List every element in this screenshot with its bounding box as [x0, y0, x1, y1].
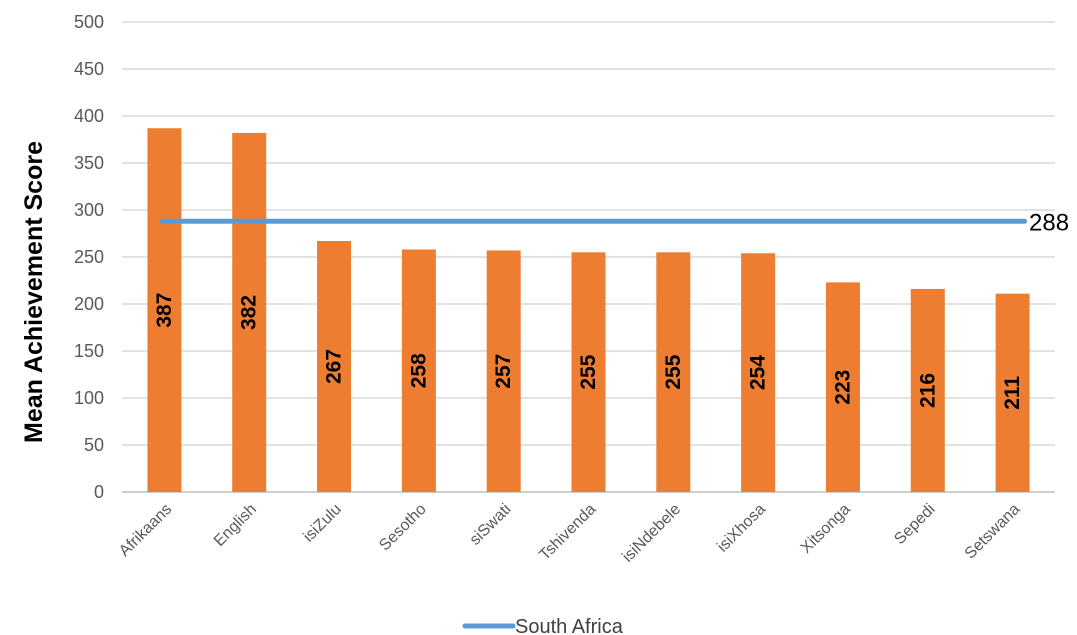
category-label: isiXhosa [714, 501, 769, 556]
bar [825, 282, 860, 492]
legend: South Africa [462, 616, 624, 635]
category-labels: Afrikaans English isiZulu Sesotho siSwati Tsh… [116, 501, 1023, 566]
bar [147, 128, 182, 492]
bar [995, 293, 1030, 492]
y-tick-label: 200 [74, 294, 104, 314]
data-label: 211 [1001, 376, 1024, 410]
data-label: 223 [831, 370, 854, 405]
category-label: Tshivenda [536, 501, 599, 564]
y-tick-label: 300 [74, 200, 104, 220]
data-label: 382 [238, 295, 261, 330]
data-labels: 387 382 267 258 257 255 255 254 223 216 211 [153, 293, 1024, 410]
data-label: 387 [153, 293, 176, 328]
bar [486, 250, 521, 492]
bar [232, 132, 267, 493]
y-tick-label: 500 [74, 12, 104, 32]
bar [656, 252, 691, 492]
bar [317, 241, 352, 492]
bars [147, 128, 1030, 493]
south-africa-value-label: 288 [1029, 209, 1069, 236]
bar [571, 252, 606, 492]
y-tick-label: 50 [84, 435, 104, 455]
y-tick-label: 450 [74, 59, 104, 79]
bar [910, 288, 945, 492]
y-tick-label: 100 [74, 388, 104, 408]
y-tick-label: 150 [74, 341, 104, 361]
category-label: Setswana [962, 501, 1024, 563]
category-label: Afrikaans [116, 501, 175, 560]
data-label: 254 [747, 355, 770, 390]
y-tick-label: 250 [74, 247, 104, 267]
data-label: 257 [492, 354, 515, 389]
data-label: 255 [662, 354, 685, 389]
category-label: Sesotho [376, 501, 430, 555]
category-label: Sepedi [891, 501, 938, 548]
y-tick-label: 350 [74, 153, 104, 173]
data-label: 216 [916, 373, 939, 408]
legend-label: South Africa [515, 616, 624, 635]
bar [401, 249, 436, 492]
category-label: siSwati [467, 501, 515, 549]
category-label: isiZulu [300, 501, 345, 546]
data-label: 258 [407, 353, 430, 388]
y-axis-label: Mean Achievement Score [20, 141, 48, 443]
category-label: Xitsonga [798, 501, 854, 557]
data-label: 255 [577, 354, 600, 389]
y-axis-ticks: 0 50 100 150 200 250 300 350 400 450 500 [74, 12, 104, 502]
data-label: 267 [323, 349, 346, 384]
category-label: English [211, 501, 260, 550]
y-tick-label: 400 [74, 106, 104, 126]
bar [741, 253, 776, 492]
y-tick-label: 0 [94, 482, 104, 502]
category-label: isiNdebele [619, 501, 684, 566]
